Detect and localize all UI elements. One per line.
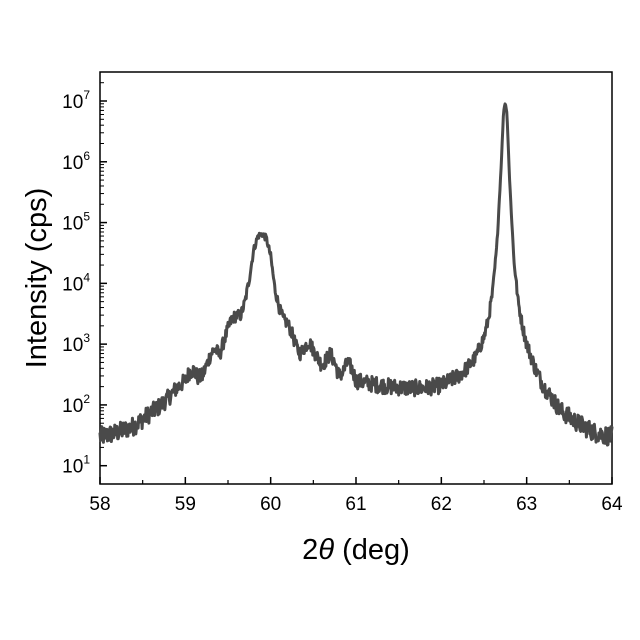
x-tick-label: 58 [89,494,110,515]
x-tick-label: 64 [601,494,623,515]
y-tick-label-base: 10 [62,457,83,478]
x-tick-label: 63 [516,494,537,515]
y-tick-label-exponent: 6 [83,149,90,163]
x-axis-title-suffix: (deg) [334,534,410,566]
y-tick-label: 104 [62,270,90,295]
x-tick-label: 62 [431,494,452,515]
y-tick-label-exponent: 7 [83,88,90,102]
y-tick-label: 102 [62,392,90,417]
y-tick-label: 106 [62,149,90,174]
y-tick-label-exponent: 2 [83,392,90,406]
y-tick-label-exponent: 5 [83,210,90,224]
x-axis-title-theta: θ [318,534,334,566]
x-tick-label: 61 [345,494,366,515]
x-tick-label: 60 [260,494,281,515]
y-tick-label: 105 [62,210,90,235]
y-tick-label: 107 [62,88,90,113]
y-tick-label-base: 10 [62,335,83,356]
y-tick-label-exponent: 4 [83,270,90,284]
y-tick-label-base: 10 [62,274,83,295]
plot-frame [100,72,612,484]
y-tick-label-base: 10 [62,214,83,235]
y-tick-label-exponent: 1 [83,453,90,467]
y-tick-label-exponent: 3 [83,331,90,345]
y-tick-label: 103 [62,331,90,356]
x-axis-title-prefix: 2 [302,534,318,566]
y-axis-title: Intensity (cps) [21,188,53,369]
y-tick-label-base: 10 [62,92,83,113]
x-tick-label: 59 [175,494,196,515]
y-tick-label: 101 [62,453,90,478]
y-tick-label-base: 10 [62,153,83,174]
x-tick-group: 58 59 60 61 62 63 64 [89,477,623,515]
x-axis-title: 2θ (deg) [302,534,410,566]
diffraction-line-series [100,104,612,445]
y-tick-label-base: 10 [62,396,83,417]
